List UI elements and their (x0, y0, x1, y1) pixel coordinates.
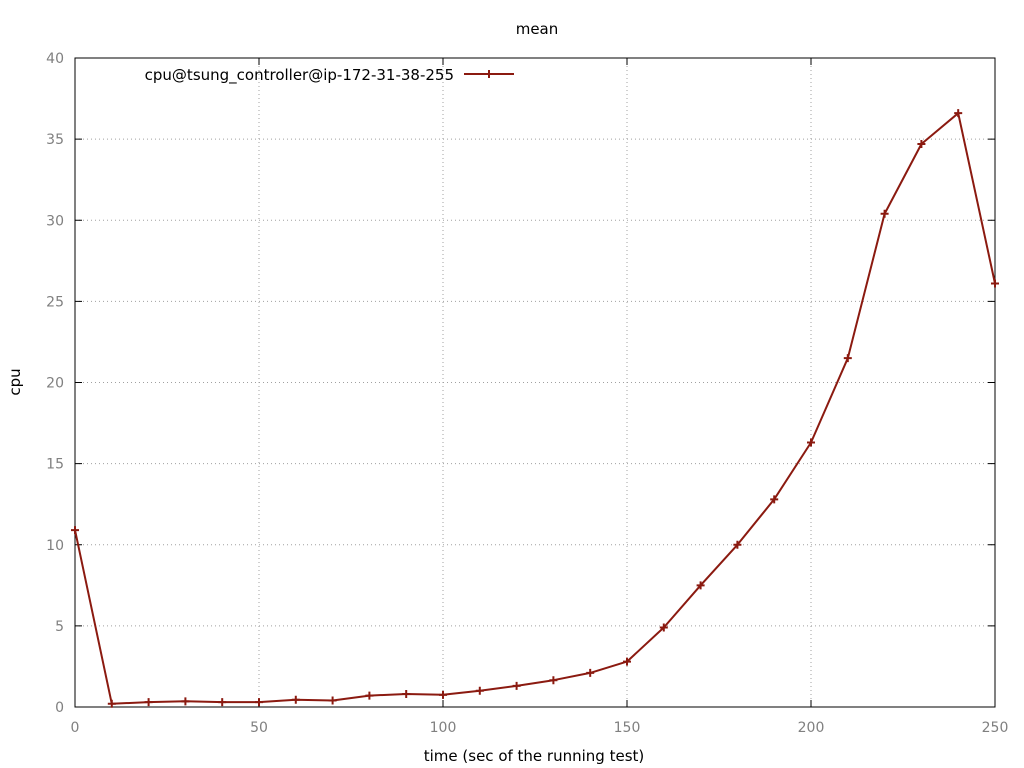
data-point-marker (807, 438, 815, 447)
y-tick-label: 0 (55, 700, 64, 716)
x-tick-label: 150 (614, 720, 641, 736)
data-point-marker (733, 540, 742, 549)
legend-label: cpu@tsung_controller@ip-172-31-38-255 (145, 66, 454, 85)
data-point-marker (917, 139, 926, 148)
series-layer (71, 109, 999, 708)
data-point-marker (696, 581, 705, 590)
data-point-marker (659, 623, 668, 632)
x-tick-label: 0 (71, 720, 80, 736)
x-tick-label: 50 (250, 720, 268, 736)
y-tick-label: 15 (46, 457, 64, 473)
data-point-marker (402, 690, 411, 699)
y-tick-label: 40 (46, 51, 64, 67)
data-point-marker (365, 691, 374, 700)
data-point-marker (512, 681, 521, 690)
grid (75, 58, 995, 707)
data-point-marker (770, 495, 779, 504)
data-point-marker (623, 657, 631, 666)
y-tick-label: 35 (46, 132, 64, 148)
x-tick-label: 200 (798, 720, 825, 736)
y-tick-label: 30 (46, 213, 64, 229)
x-tick-label: 250 (982, 720, 1009, 736)
y-tick-label: 10 (46, 538, 64, 554)
data-point-marker (991, 279, 999, 288)
y-axis-title: cpu (6, 368, 24, 395)
data-point-marker (291, 695, 300, 704)
series-line (74, 112, 996, 705)
legend: cpu@tsung_controller@ip-172-31-38-255 (145, 66, 514, 85)
data-point-marker (475, 686, 484, 695)
x-axis-title: time (sec of the running test) (424, 747, 645, 765)
chart-title: mean (516, 20, 559, 38)
data-point-marker (328, 696, 337, 705)
data-point-marker (880, 209, 889, 218)
data-point-marker (954, 109, 963, 118)
data-point-marker (71, 526, 79, 535)
x-tick-label: 100 (430, 720, 457, 736)
data-point-marker (107, 699, 116, 708)
data-point-marker (181, 697, 190, 706)
y-tick-label: 5 (55, 619, 64, 635)
data-point-marker (586, 668, 595, 677)
data-point-marker (549, 676, 558, 685)
legend-marker (485, 70, 493, 78)
data-point-marker (843, 354, 852, 363)
data-point-marker (218, 698, 227, 707)
data-point-marker (144, 698, 153, 707)
data-point-marker (255, 698, 263, 707)
data-point-marker (439, 690, 447, 699)
axis-ticks: 0 5 10 15 20 25 30 35 40 0 50 100 150 200 250 (46, 51, 1008, 736)
y-tick-label: 25 (46, 294, 64, 310)
y-tick-label: 20 (46, 376, 64, 392)
